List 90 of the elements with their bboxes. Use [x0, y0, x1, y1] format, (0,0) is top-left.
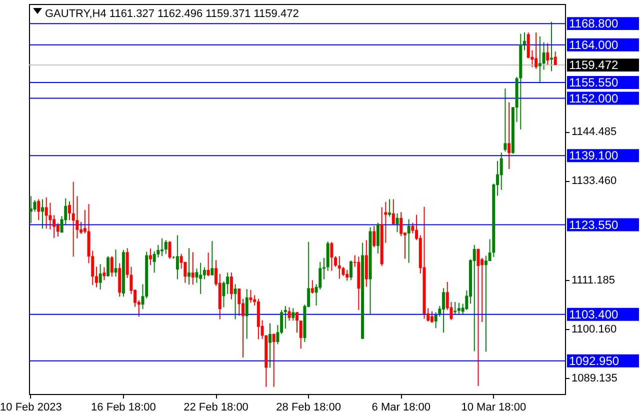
candlestick	[504, 88, 507, 152]
candlestick	[523, 32, 526, 51]
candlestick	[56, 222, 60, 238]
ref-line-label: 1152.000	[569, 91, 618, 106]
ref-line-label: 1159.472	[569, 58, 618, 72]
candlestick	[195, 268, 198, 284]
candlestick	[296, 312, 298, 334]
candlestick	[72, 181, 75, 258]
candlestick	[114, 248, 118, 278]
candlestick	[188, 248, 191, 286]
ref-line-label: 1139.100	[569, 148, 618, 163]
candlestick	[160, 238, 164, 257]
candlestick	[396, 212, 399, 233]
candlestick	[346, 269, 349, 282]
candlestick	[191, 252, 194, 286]
ref-line-label: 1164.000	[569, 38, 618, 52]
candlestick	[272, 333, 276, 388]
candlestick	[292, 308, 295, 322]
candlestick	[376, 222, 380, 254]
candlestick	[500, 152, 503, 190]
candlestick	[210, 240, 214, 276]
candlestick	[538, 36, 542, 84]
y-tick-label: 1111.185	[572, 274, 615, 286]
x-tick-label: 6 Mar 18:00	[372, 402, 430, 414]
candlestick	[542, 42, 546, 70]
x-tick-label: 16 Feb 18:00	[91, 402, 156, 414]
ref-line-label: 1168.800	[569, 16, 618, 31]
candlestick	[164, 240, 168, 254]
candlestick	[392, 198, 395, 226]
candlestick	[288, 306, 291, 322]
ref-line-label: 1092.950	[569, 354, 620, 368]
candlestick	[342, 266, 345, 277]
x-tick-label: 10 Feb 2023	[0, 402, 62, 414]
candlestick	[372, 225, 376, 248]
ref-line-label: 1103.400	[569, 307, 618, 322]
candlestick	[442, 288, 446, 334]
candlestick	[400, 212, 403, 237]
candlestick	[37, 198, 40, 221]
candlestick	[199, 262, 202, 294]
candlestick	[226, 272, 230, 294]
candlestick	[222, 280, 226, 308]
candlestick	[476, 248, 480, 386]
x-tick-label: 22 Feb 18:00	[184, 402, 248, 414]
candlestick	[334, 256, 338, 268]
candlestick	[44, 196, 48, 230]
candlestick	[202, 266, 206, 280]
candlestick	[472, 244, 476, 352]
candlestick	[102, 266, 106, 281]
candlestick	[168, 240, 172, 260]
y-tick-label: 1100.160	[572, 323, 617, 336]
candlestick	[310, 280, 314, 294]
candlestick	[268, 322, 272, 368]
candlestick	[68, 200, 71, 221]
candlestick	[534, 32, 538, 70]
candlestick	[546, 42, 550, 66]
candlestick	[554, 51, 557, 66]
candlestick	[40, 198, 44, 230]
ref-line-label: 1123.550	[569, 218, 618, 232]
candlestick	[407, 218, 410, 264]
x-tick-label: 28 Feb 18:00	[276, 402, 341, 414]
candlestick	[430, 310, 434, 324]
candlestick	[33, 200, 36, 212]
candlestick	[148, 248, 152, 266]
y-tick-label: 1089.135	[572, 372, 618, 384]
candlestick	[238, 288, 241, 316]
candlestick	[249, 289, 252, 304]
candlestick	[206, 252, 210, 277]
chart-title: GAUTRY,H4 1161.327 1162.496 1159.371 1159.472	[45, 8, 299, 20]
candlestick	[349, 260, 352, 281]
ref-line-label: 1155.550	[569, 75, 618, 90]
candlestick	[457, 302, 460, 314]
candlestick	[388, 198, 392, 218]
y-tick-label: 1144.485	[572, 126, 617, 138]
candlestick	[52, 214, 56, 238]
candlestick	[29, 196, 32, 224]
candlestick	[80, 221, 83, 234]
candlestick	[338, 256, 341, 280]
y-tick-label: 1133.460	[572, 175, 617, 188]
candlestick	[299, 320, 302, 350]
candlestick	[245, 288, 248, 340]
candlestick	[106, 256, 110, 278]
candlestick	[234, 284, 237, 320]
candlestick	[508, 102, 511, 170]
x-tick-label: 10 Mar 18:00	[461, 402, 526, 414]
candlestick	[176, 234, 179, 280]
candlestick	[98, 264, 102, 290]
candlestick	[330, 241, 334, 272]
candlestick	[484, 255, 488, 352]
candlestick	[110, 256, 114, 278]
candlestick	[230, 272, 233, 300]
